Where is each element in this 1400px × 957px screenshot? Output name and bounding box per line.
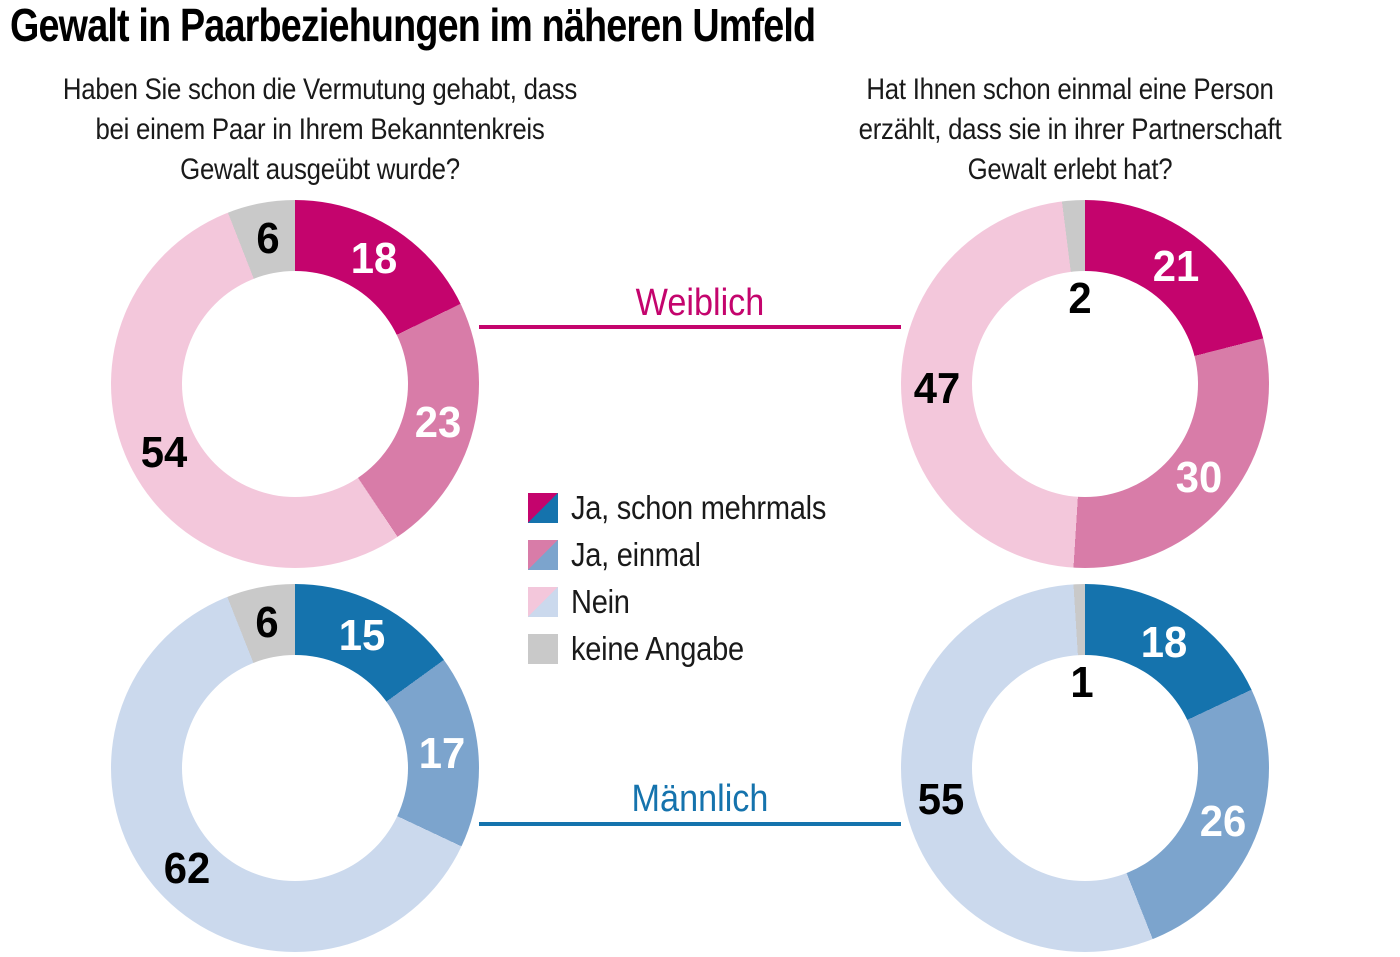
legend-swatch-keine-angabe-icon	[528, 634, 558, 664]
donut-hole	[972, 271, 1198, 497]
legend-item-label: keine Angabe	[571, 630, 744, 667]
donut-maennlich-q2: 18 26 55 1	[901, 584, 1269, 952]
legend-item: Ja, schon mehrmals	[528, 489, 861, 526]
segment-value-label: 55	[917, 775, 964, 825]
segment-value-label: 62	[163, 844, 211, 894]
segment-value-label: 1	[1070, 658, 1094, 708]
male-connector-line	[479, 822, 901, 826]
legend-item: Ja, einmal	[528, 536, 861, 573]
female-group-label: Weiblich	[635, 282, 765, 324]
donut-hole	[972, 655, 1198, 881]
legend: Ja, schon mehrmals Ja, einmal Nein keine…	[528, 489, 861, 681]
donut-hole	[182, 655, 408, 881]
female-connector-line	[479, 325, 901, 329]
legend-swatch-ja-einmal-icon	[528, 540, 558, 570]
question-left: Haben Sie schon die Vermutung gehabt, da…	[62, 73, 578, 186]
segment-value-label: 30	[1175, 453, 1223, 503]
segment-value-label: 6	[255, 597, 279, 647]
page-title: Gewalt in Paarbeziehungen im näheren Umf…	[10, 0, 816, 51]
segment-value-label: 17	[419, 729, 466, 779]
legend-swatch-nein-icon	[528, 587, 558, 617]
segment-value-label: 21	[1152, 242, 1199, 292]
question-right: Hat Ihnen schon einmal eine Person erzäh…	[858, 73, 1282, 186]
legend-item-label: Nein	[571, 583, 630, 620]
segment-value-label: 47	[913, 363, 961, 413]
segment-value-label: 15	[338, 611, 386, 661]
male-group-label: Männlich	[631, 778, 769, 820]
donut-hole	[182, 271, 408, 497]
legend-item: Nein	[528, 583, 861, 620]
segment-value-label: 6	[255, 213, 280, 263]
legend-item: keine Angabe	[528, 630, 861, 667]
legend-item-label: Ja, schon mehrmals	[571, 489, 827, 526]
segment-value-label: 18	[350, 233, 397, 283]
segment-value-label: 2	[1068, 274, 1092, 324]
legend-swatch-ja-mehrmals-icon	[528, 493, 558, 523]
segment-value-label: 54	[140, 427, 188, 477]
segment-value-label: 26	[1199, 797, 1246, 847]
segment-value-label: 18	[1141, 618, 1188, 668]
donut-maennlich-q1: 15 17 62 6	[111, 584, 479, 952]
donut-weiblich-q2: 21 30 47 2	[901, 200, 1269, 568]
donut-weiblich-q1: 18 23 54 6	[111, 200, 479, 568]
legend-item-label: Ja, einmal	[571, 536, 701, 573]
segment-value-label: 23	[414, 397, 462, 447]
